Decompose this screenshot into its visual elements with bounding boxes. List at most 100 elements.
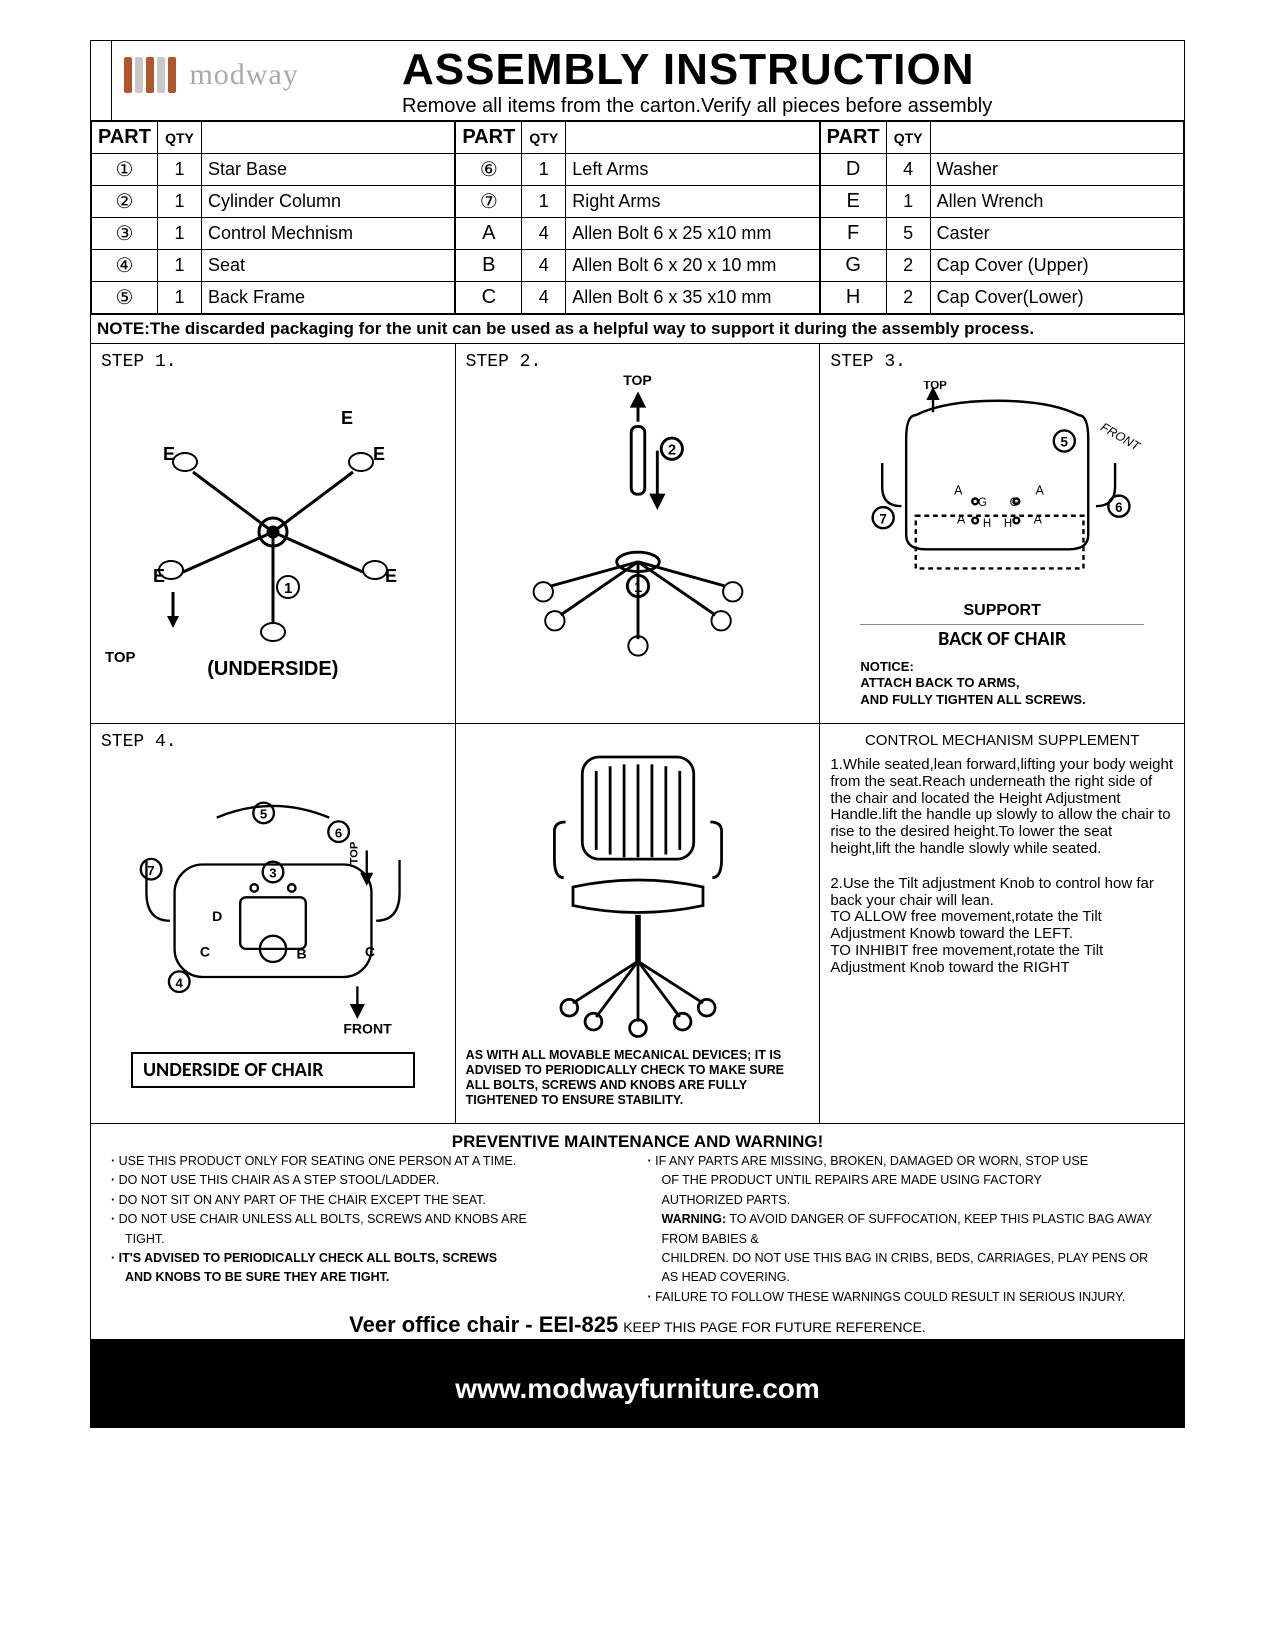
parts-col-3: PART QTY D4Washer E1Allen Wrench F5Caste… bbox=[820, 121, 1184, 314]
step-3-support: SUPPORT bbox=[830, 602, 1174, 620]
maint-item: USE THIS PRODUCT ONLY FOR SEATING ONE PE… bbox=[111, 1154, 516, 1168]
step-3-back: BACK OF CHAIR bbox=[830, 627, 1174, 651]
svg-text:1: 1 bbox=[634, 580, 642, 596]
svg-text:E: E bbox=[385, 566, 397, 586]
table-row: ①1Star Base bbox=[92, 154, 455, 186]
table-row: ③1Control Mechnism bbox=[92, 218, 455, 250]
step-4: STEP 4. bbox=[91, 724, 456, 1124]
maint-left: USE THIS PRODUCT ONLY FOR SEATING ONE PE… bbox=[111, 1152, 628, 1307]
step-1-caption: (UNDERSIDE) bbox=[101, 658, 445, 681]
note: NOTE:The discarded packaging for the uni… bbox=[91, 314, 1184, 344]
table-row: ⑤1Back Frame bbox=[92, 282, 455, 314]
svg-text:E: E bbox=[163, 444, 175, 464]
step-1-top: TOP bbox=[105, 649, 136, 666]
table-row: D4Washer bbox=[820, 154, 1183, 186]
maint-warning: WARNING: TO AVOID DANGER OF SUFFOCATION,… bbox=[648, 1210, 1165, 1249]
model-rest: KEEP THIS PAGE FOR FUTURE REFERENCE. bbox=[623, 1319, 926, 1335]
svg-text:6: 6 bbox=[335, 825, 342, 840]
parts-col-1: PART QTY ①1Star Base ②1Cylinder Column ③… bbox=[91, 121, 455, 314]
table-row: ⑥1Left Arms bbox=[456, 154, 819, 186]
step-3-notice: NOTICE: ATTACH BACK TO ARMS, AND FULLY T… bbox=[830, 659, 1174, 708]
maint-item: CHILDREN. DO NOT USE THIS BAG IN CRIBS, … bbox=[648, 1249, 1165, 1288]
maint-item: IF ANY PARTS ARE MISSING, BROKEN, DAMAGE… bbox=[648, 1154, 1089, 1168]
page-title: ASSEMBLY INSTRUCTION bbox=[402, 45, 1174, 95]
svg-text:6: 6 bbox=[1115, 500, 1122, 515]
svg-text:B: B bbox=[296, 945, 306, 961]
table-row: C4Allen Bolt 6 x 35 x10 mm bbox=[456, 282, 819, 314]
maint-item: IT'S ADVISED TO PERIODICALLY CHECK ALL B… bbox=[111, 1251, 497, 1265]
svg-text:C: C bbox=[365, 943, 375, 959]
table-row: H2Cap Cover(Lower) bbox=[820, 282, 1183, 314]
maint-item: DO NOT SIT ON ANY PART OF THE CHAIR EXCE… bbox=[111, 1193, 486, 1207]
steps-row-2: STEP 4. bbox=[91, 724, 1184, 1124]
svg-text:E: E bbox=[373, 444, 385, 464]
th-empty bbox=[201, 122, 454, 154]
step-5-chair: AS WITH ALL MOVABLE MECANICAL DEVICES; I… bbox=[456, 724, 821, 1124]
table-row: ⑦1Right Arms bbox=[456, 186, 819, 218]
svg-text:2: 2 bbox=[667, 443, 675, 459]
table-row: ②1Cylinder Column bbox=[92, 186, 455, 218]
svg-text:E: E bbox=[341, 408, 353, 428]
header: modway ASSEMBLY INSTRUCTION Remove all i… bbox=[111, 40, 1184, 120]
step-1: STEP 1. bbox=[91, 344, 456, 724]
step-3-label: STEP 3. bbox=[830, 352, 1174, 372]
svg-text:3: 3 bbox=[269, 866, 276, 881]
svg-text:H: H bbox=[1004, 518, 1012, 530]
mech-p2a: TO ALLOW free movement,rotate the Tilt A… bbox=[830, 909, 1174, 943]
maint-item: AUTHORIZED PARTS. bbox=[648, 1191, 1165, 1210]
step-2: STEP 2. TOP 2 bbox=[456, 344, 821, 724]
mech-p2: 2.Use the Tilt adjustment Knob to contro… bbox=[830, 876, 1174, 910]
svg-text:5: 5 bbox=[1061, 435, 1069, 450]
step-1-label: STEP 1. bbox=[101, 352, 445, 372]
svg-text:A: A bbox=[954, 484, 963, 498]
step-4-caption: UNDERSIDE OF CHAIR bbox=[131, 1052, 415, 1088]
mech-p1: 1.While seated,lean forward,lifting your… bbox=[830, 757, 1174, 858]
th-part: PART bbox=[92, 122, 158, 154]
step-4-diagram-icon: 5 6 7 3 4 B C C D TOP bbox=[123, 757, 423, 1047]
page: modway ASSEMBLY INSTRUCTION Remove all i… bbox=[90, 40, 1185, 1428]
maint-item: OF THE PRODUCT UNTIL REPAIRS ARE MADE US… bbox=[648, 1171, 1165, 1190]
svg-text:5: 5 bbox=[260, 807, 267, 822]
svg-text:H: H bbox=[983, 518, 991, 530]
maint-item: FAILURE TO FOLLOW THESE WARNINGS COULD R… bbox=[648, 1290, 1126, 1304]
step-1-diagram-icon: E E E E E 1 bbox=[123, 382, 423, 642]
table-row: ④1Seat bbox=[92, 250, 455, 282]
steps-row-1: STEP 1. bbox=[91, 344, 1184, 724]
svg-text:E: E bbox=[153, 566, 165, 586]
step-4-label: STEP 4. bbox=[101, 732, 445, 752]
mech-p2b: TO INHIBIT free movement,rotate the Tilt… bbox=[830, 943, 1174, 977]
table-row: G2Cap Cover (Upper) bbox=[820, 250, 1183, 282]
svg-text:FRONT: FRONT bbox=[343, 1020, 392, 1036]
step-3-diagram-icon: TOP 5 6 7 A bbox=[847, 372, 1157, 602]
svg-text:7: 7 bbox=[147, 863, 154, 878]
maint-item: DO NOT USE CHAIR UNLESS ALL BOLTS, SCREW… bbox=[111, 1212, 527, 1226]
svg-text:7: 7 bbox=[880, 511, 887, 526]
svg-text:D: D bbox=[212, 908, 222, 924]
maint-item: AND KNOBS TO BE SURE THEY ARE TIGHT. bbox=[111, 1268, 628, 1287]
step-6-mechanism: CONTROL MECHANISM SUPPLEMENT 1.While sea… bbox=[820, 724, 1184, 1124]
maintenance: PREVENTIVE MAINTENANCE AND WARNING! USE … bbox=[91, 1124, 1184, 1311]
logo-text: modway bbox=[189, 58, 298, 92]
table-row: B4Allen Bolt 6 x 20 x 10 mm bbox=[456, 250, 819, 282]
svg-text:TOP: TOP bbox=[348, 841, 360, 864]
mech-title: CONTROL MECHANISM SUPPLEMENT bbox=[830, 732, 1174, 749]
table-row: A4Allen Bolt 6 x 25 x10 mm bbox=[456, 218, 819, 250]
logo: modway bbox=[112, 41, 382, 120]
step-3: STEP 3. TOP 5 6 bbox=[820, 344, 1184, 724]
svg-text:FRONT: FRONT bbox=[1098, 420, 1143, 454]
svg-text:A: A bbox=[1034, 512, 1043, 526]
maint-item: DO NOT USE THIS CHAIR AS A STEP STOOL/LA… bbox=[111, 1173, 439, 1187]
svg-text:A: A bbox=[1036, 484, 1045, 498]
svg-text:G: G bbox=[978, 497, 987, 509]
parts-col-2: PART QTY ⑥1Left Arms ⑦1Right Arms A4Alle… bbox=[455, 121, 819, 314]
parts-table: PART QTY ①1Star Base ②1Cylinder Column ③… bbox=[91, 120, 1184, 314]
th-qty: QTY bbox=[157, 122, 201, 154]
chair-icon bbox=[508, 732, 768, 1042]
footer-model: Veer office chair - EEI-825 KEEP THIS PA… bbox=[91, 1311, 1184, 1359]
maint-item: TIGHT. bbox=[111, 1230, 628, 1249]
step-2-label: STEP 2. bbox=[466, 352, 810, 372]
svg-text:A: A bbox=[957, 512, 966, 526]
svg-text:4: 4 bbox=[175, 975, 183, 990]
svg-text:1: 1 bbox=[284, 580, 292, 597]
maint-right: IF ANY PARTS ARE MISSING, BROKEN, DAMAGE… bbox=[648, 1152, 1165, 1307]
